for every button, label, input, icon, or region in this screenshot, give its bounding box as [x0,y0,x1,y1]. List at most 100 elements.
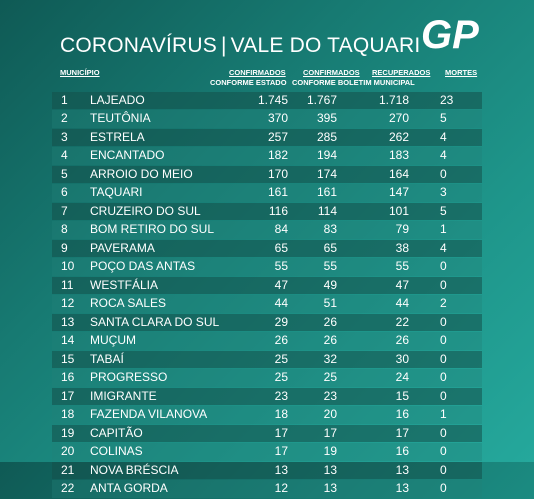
confirmados-municipal: 32 [323,351,337,366]
table-row: 17 IMIGRANTE 23 23 15 0 [52,387,482,406]
confirmados-municipal: 194 [316,148,337,163]
row-number: 18 [61,407,75,422]
title-part1: CORONAVÍRUS [60,34,217,57]
municipio-name: ESTRELA [90,129,145,144]
municipio-name: PROGRESSO [90,370,168,385]
recuperados-value: 262 [388,129,409,144]
table-row: 20 COLINAS 17 19 16 0 [52,443,482,461]
confirmados-estado: 25 [274,351,288,366]
confirmados-municipal: 55 [323,259,337,274]
table-row: 2 TEUTÔNIA 370 395 270 5 [52,110,482,128]
confirmados-estado: 257 [267,129,288,144]
header-municipio: MUNICÍPIO [60,68,100,77]
mortes-value: 4 [440,148,447,163]
recuperados-value: 164 [388,166,409,181]
table-row: 1 LAJEADO 1.745 1.767 1.718 23 [52,92,482,110]
row-number: 4 [61,148,68,163]
mortes-value: 0 [440,462,447,477]
mortes-value: 4 [440,240,447,255]
recuperados-value: 13 [395,481,409,496]
municipio-name: SANTA CLARA DO SUL [90,314,220,329]
table-row: 8 BOM RETIRO DO SUL 84 83 79 1 [52,221,482,239]
header-confirmados-municipal: CONFIRMADOS [303,68,360,77]
municipio-name: LAJEADO [90,93,145,107]
municipio-name: CAPITÃO [90,425,143,440]
confirmados-municipal: 25 [323,370,337,385]
row-number: 11 [61,277,74,292]
row-number: 22 [61,481,75,496]
confirmados-estado: 65 [274,240,288,255]
row-number: 3 [61,129,68,144]
municipio-name: COLINAS [90,444,143,459]
confirmados-estado: 25 [274,370,288,385]
row-number: 12 [61,296,75,311]
confirmados-municipal: 23 [323,388,337,403]
confirmados-estado: 44 [274,296,288,311]
confirmados-estado: 170 [267,166,288,181]
confirmados-municipal: 13 [323,462,337,477]
municipio-name: MUÇUM [90,333,136,348]
table-row: 18 FAZENDA VILANOVA 18 20 16 1 [52,406,482,424]
mortes-value: 0 [440,277,447,292]
header-recuperados: RECUPERADOS [372,68,431,77]
mortes-value: 2 [440,296,447,311]
table-row: 14 MUÇUM 26 26 26 0 [52,332,482,350]
confirmados-municipal: 20 [323,407,337,422]
header-confirmados-estado: CONFIRMADOS [229,68,286,77]
title-part2: VALE DO TAQUARI [230,34,421,57]
municipio-name: TAQUARI [90,185,143,200]
table-row: 22 ANTA GORDA 12 13 13 0 [52,480,482,498]
row-number: 7 [61,203,68,218]
confirmados-municipal: 19 [323,444,337,459]
row-number: 13 [61,314,75,329]
confirmados-municipal: 17 [323,425,337,440]
header-conforme-estado: CONFORME ESTADO [210,78,287,87]
recuperados-value: 13 [395,462,409,477]
municipio-name: ANTA GORDA [90,481,168,496]
municipio-name: FAZENDA VILANOVA [90,407,208,422]
mortes-value: 0 [440,425,447,440]
confirmados-estado: 26 [274,333,288,348]
confirmados-municipal: 114 [317,203,337,218]
row-number: 17 [61,388,75,403]
recuperados-value: 1.718 [378,93,409,107]
municipio-name: ROCA SALES [90,296,167,311]
mortes-value: 1 [440,222,447,237]
row-number: 1 [61,93,68,107]
mortes-value: 0 [440,166,447,181]
row-number: 20 [61,444,75,459]
confirmados-estado: 18 [274,407,288,422]
recuperados-value: 22 [395,314,409,329]
table-row: 16 PROGRESSO 25 25 24 0 [52,369,482,387]
municipio-name: TABAÍ [90,351,124,366]
row-number: 14 [61,333,75,348]
confirmados-estado: 17 [274,425,288,440]
recuperados-value: 183 [388,148,409,163]
table-row: 21 NOVA BRÉSCIA 13 13 13 0 [52,461,482,480]
confirmados-municipal: 49 [323,277,337,292]
confirmados-estado: 12 [274,481,288,496]
confirmados-municipal: 51 [323,296,337,311]
municipio-name: CRUZEIRO DO SUL [90,203,201,218]
table-row: 19 CAPITÃO 17 17 17 0 [52,424,482,443]
table-row: 11 WESTFÁLIA 47 49 47 0 [52,276,482,295]
recuperados-value: 17 [395,425,409,440]
municipio-name: IMIGRANTE [90,388,157,403]
mortes-value: 0 [440,314,447,329]
municipio-name: ENCANTADO [90,148,165,163]
header-mortes: MORTES [445,68,478,77]
confirmados-estado: 23 [274,388,288,403]
confirmados-municipal: 174 [316,166,337,181]
row-number: 15 [61,351,75,366]
recuperados-value: 55 [395,259,409,274]
recuperados-value: 101 [388,203,409,218]
confirmados-estado: 84 [274,222,288,237]
confirmados-estado: 55 [274,259,288,274]
municipio-name: NOVA BRÉSCIA [90,462,179,477]
confirmados-estado: 29 [274,314,288,329]
page-title: CORONAVÍRUS | VALE DO TAQUARI [60,34,420,58]
mortes-value: 5 [440,203,447,218]
cases-table: 1 LAJEADO 1.745 1.767 1.718 23 2 TEUTÔNIA 370 395… [52,92,482,499]
row-number: 9 [61,240,68,255]
municipio-name: WESTFÁLIA [90,277,159,292]
